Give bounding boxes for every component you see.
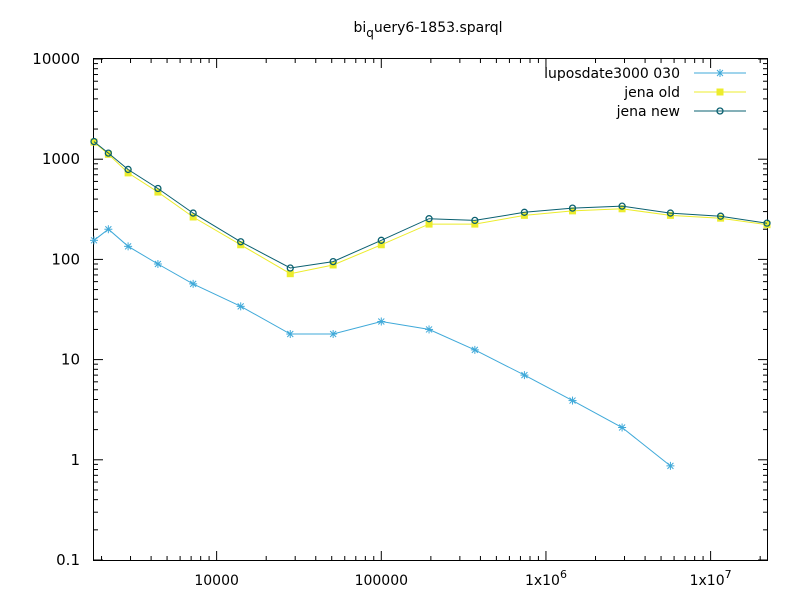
data-point-star: [618, 423, 627, 432]
x-tick-label-exponent: 7: [725, 568, 732, 581]
data-point-circle: [237, 238, 245, 246]
chart-title-pre: bi: [353, 20, 366, 36]
y-tick-label: 0.1: [56, 551, 80, 569]
data-point-circle: [425, 215, 433, 223]
data-point-circle: [124, 165, 132, 174]
x-tick-label-base: 1x10: [525, 573, 560, 589]
data-point-star: [425, 325, 434, 334]
y-tick-label: 10000: [32, 50, 80, 68]
data-point-star: [286, 330, 295, 339]
series-line: [93, 141, 768, 275]
data-point-circle: [666, 209, 675, 217]
data-point-star: [329, 330, 338, 339]
data-point-star: [104, 225, 113, 234]
data-point-square: [763, 221, 771, 229]
data-point-circle: [568, 204, 577, 212]
data-point-circle: [329, 257, 337, 266]
data-point-square: [717, 214, 725, 222]
data-point-circle: [189, 209, 197, 217]
plot-frame: [93, 58, 768, 561]
data-point-star: [153, 259, 162, 268]
series-line: [93, 141, 768, 269]
axis-ticks: [94, 58, 767, 561]
data-point-circle: [90, 137, 98, 146]
x-tick-label-exponent: 6: [560, 568, 567, 581]
data-point-circle: [286, 264, 294, 272]
series-0: [90, 225, 675, 470]
data-point-circle: [763, 219, 771, 227]
data-point-circle: [618, 202, 626, 210]
data-point-star: [189, 279, 198, 288]
data-point-square: [286, 270, 294, 278]
x-tick-label: 10000: [194, 573, 239, 589]
legend: luposdate3000 030 jena old jena new: [544, 66, 746, 120]
plot-area: [90, 137, 771, 470]
series-1: [90, 138, 771, 278]
legend-label: jena old: [623, 85, 680, 101]
data-point-star: [666, 461, 675, 470]
data-point-star: [568, 396, 577, 405]
data-point-square: [189, 213, 197, 221]
data-point-star: [470, 345, 479, 354]
data-point-square: [425, 220, 433, 228]
x-tick-label: 100000: [355, 573, 408, 589]
data-point-circle: [520, 208, 529, 216]
x-tick-label-base: 1x10: [690, 573, 725, 589]
chart-title: biquery6-1853.sparql: [353, 20, 502, 40]
data-point-star: [716, 69, 724, 77]
data-point-circle: [716, 212, 725, 220]
legend-label: luposdate3000 030: [544, 66, 680, 82]
series-2: [90, 137, 771, 272]
data-point-circle: [471, 216, 479, 225]
data-point-circle: [104, 149, 113, 157]
legend-label: jena new: [616, 104, 680, 120]
data-point-square: [471, 220, 479, 228]
x-tick-label: 1x106: [525, 568, 567, 589]
data-point-circle: [154, 184, 162, 193]
y-tick-label: 100: [51, 250, 80, 268]
y-tick-label: 1: [70, 451, 80, 469]
data-point-star: [236, 302, 245, 311]
chart-title-sub: q: [366, 26, 374, 40]
data-point-star: [90, 236, 98, 245]
data-point-star: [377, 317, 386, 326]
data-point-square: [377, 241, 385, 249]
chart-title-post: uery6-1853.sparql: [374, 20, 503, 36]
data-point-star: [520, 371, 529, 380]
series-line: [93, 228, 671, 467]
y-tick-label: 10: [61, 351, 80, 369]
data-point-star: [124, 242, 133, 251]
data-point-circle: [716, 107, 724, 115]
y-tick-label: 1000: [42, 150, 80, 168]
data-point-square: [716, 88, 724, 96]
data-point-circle: [377, 236, 385, 244]
x-tick-label: 1x107: [690, 568, 732, 589]
data-point-square: [104, 150, 112, 158]
data-point-square: [666, 211, 674, 219]
